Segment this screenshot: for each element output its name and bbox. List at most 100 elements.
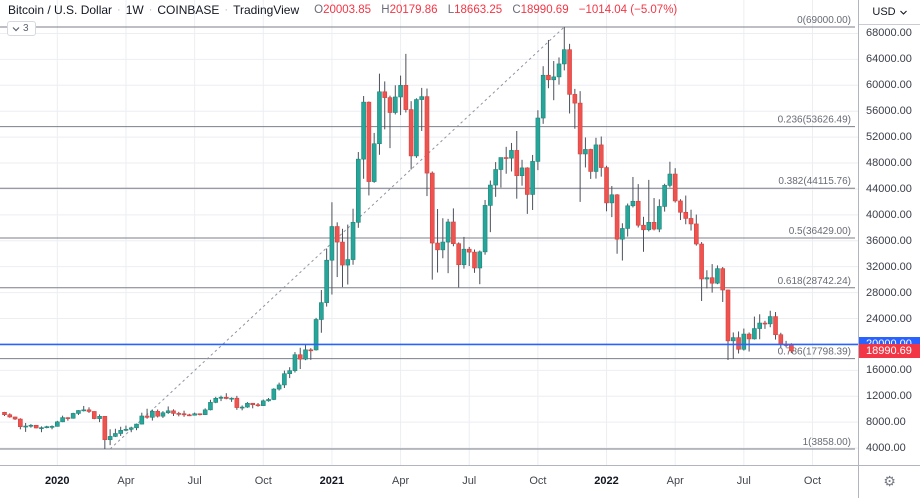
candle[interactable]	[70, 412, 76, 419]
candle[interactable]	[81, 405, 87, 412]
candle[interactable]	[65, 417, 71, 421]
candle[interactable]	[282, 370, 287, 389]
candle[interactable]	[403, 53, 409, 113]
tradingview-brand[interactable]: TradingView	[233, 3, 300, 17]
candle[interactable]	[667, 161, 673, 188]
candle[interactable]	[662, 183, 667, 212]
candle[interactable]	[134, 423, 139, 431]
candle[interactable]	[366, 101, 372, 196]
candle[interactable]	[546, 39, 551, 89]
candle[interactable]	[773, 312, 778, 340]
candle[interactable]	[503, 146, 509, 174]
candle[interactable]	[715, 265, 720, 285]
candle[interactable]	[382, 81, 388, 130]
candle[interactable]	[144, 408, 150, 419]
candle[interactable]	[44, 425, 50, 429]
candle[interactable]	[535, 110, 541, 171]
candle[interactable]	[704, 270, 710, 289]
candle[interactable]	[350, 208, 356, 265]
candle[interactable]	[91, 411, 97, 420]
candle[interactable]	[461, 236, 467, 269]
candle[interactable]	[123, 425, 129, 432]
candle[interactable]	[28, 424, 34, 428]
candle[interactable]	[345, 224, 351, 285]
candle[interactable]	[609, 186, 615, 218]
candle[interactable]	[319, 290, 324, 333]
candle[interactable]	[630, 176, 636, 208]
candle[interactable]	[435, 209, 440, 273]
candle[interactable]	[371, 132, 377, 183]
currency-dropdown[interactable]: USD	[859, 0, 920, 25]
candle[interactable]	[646, 179, 652, 232]
candle[interactable]	[49, 425, 55, 430]
candle[interactable]	[287, 367, 292, 379]
candle[interactable]	[150, 409, 155, 421]
candle[interactable]	[271, 388, 277, 401]
candle[interactable]	[276, 382, 282, 391]
candle[interactable]	[208, 399, 213, 411]
candle[interactable]	[39, 426, 44, 433]
candle[interactable]	[308, 348, 314, 360]
candle[interactable]	[556, 57, 562, 85]
candle[interactable]	[165, 406, 171, 414]
candle[interactable]	[567, 43, 572, 114]
candle[interactable]	[202, 408, 208, 416]
candle[interactable]	[245, 402, 250, 408]
candle[interactable]	[551, 61, 557, 101]
candle[interactable]	[620, 223, 625, 261]
candle[interactable]	[709, 264, 715, 293]
candle[interactable]	[2, 411, 7, 417]
candle[interactable]	[139, 412, 145, 425]
candle[interactable]	[197, 413, 203, 416]
candle[interactable]	[97, 414, 102, 423]
candle[interactable]	[593, 137, 599, 179]
candle[interactable]	[229, 397, 234, 402]
candle[interactable]	[736, 331, 741, 354]
candle[interactable]	[408, 101, 414, 170]
candle[interactable]	[7, 413, 13, 418]
candle[interactable]	[33, 424, 39, 429]
candle[interactable]	[23, 423, 28, 432]
candle[interactable]	[509, 142, 514, 172]
symbol-title[interactable]: Bitcoin / U.S. Dollar	[8, 3, 113, 17]
candle[interactable]	[746, 332, 752, 352]
candle[interactable]	[725, 289, 731, 360]
candle[interactable]	[60, 415, 65, 423]
candle[interactable]	[260, 399, 266, 407]
candle[interactable]	[604, 165, 609, 212]
candle[interactable]	[171, 409, 176, 417]
chart-pane[interactable]: 0(69000.00) 0.236(53626.49) 0.382(44115.76…	[0, 0, 858, 465]
candle[interactable]	[498, 157, 504, 188]
candle[interactable]	[440, 218, 446, 259]
price-axis[interactable]: USD 68000.00 64000.00 60000.00 56000.00 5200…	[858, 0, 920, 465]
candle[interactable]	[86, 407, 92, 413]
candle[interactable]	[297, 347, 303, 370]
candle[interactable]	[414, 98, 419, 158]
candle[interactable]	[155, 409, 160, 418]
candle[interactable]	[102, 416, 108, 450]
candle[interactable]	[614, 194, 620, 254]
candle[interactable]	[181, 410, 187, 417]
candle[interactable]	[12, 416, 18, 420]
candle[interactable]	[387, 95, 393, 149]
candle[interactable]	[118, 426, 123, 436]
candle[interactable]	[519, 159, 525, 186]
candle[interactable]	[18, 418, 23, 430]
candle[interactable]	[720, 267, 726, 302]
candle[interactable]	[218, 395, 224, 402]
candle[interactable]	[224, 393, 229, 400]
candle[interactable]	[266, 397, 271, 402]
candle[interactable]	[451, 208, 456, 247]
candlestick-chart[interactable]: 0(69000.00) 0.236(53626.49) 0.382(44115.76…	[0, 0, 858, 465]
candle[interactable]	[477, 250, 483, 285]
interval-value[interactable]: 1W	[125, 3, 144, 17]
candle[interactable]	[762, 320, 768, 329]
indicators-collapse-pill[interactable]: 3	[7, 21, 36, 36]
candle[interactable]	[561, 27, 567, 71]
candle[interactable]	[482, 199, 488, 255]
candle[interactable]	[456, 242, 461, 288]
candle[interactable]	[334, 222, 340, 278]
candle[interactable]	[329, 202, 335, 295]
candle[interactable]	[672, 168, 678, 203]
candle[interactable]	[525, 167, 530, 214]
